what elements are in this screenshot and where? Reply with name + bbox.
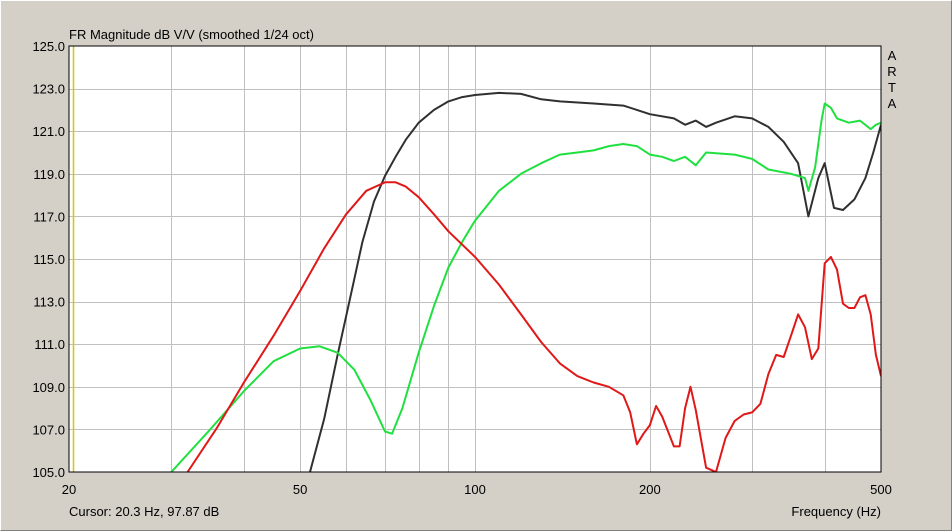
chart-title: FR Magnitude dB V/V (smoothed 1/24 oct) — [69, 27, 314, 42]
watermark-letter: T — [888, 80, 896, 95]
y-tick-label: 121.0 — [32, 124, 65, 139]
y-tick-label: 113.0 — [33, 295, 65, 310]
plot-border — [68, 45, 882, 473]
x-tick-label: 200 — [639, 482, 661, 497]
y-tick-labels: 125.0 123.0 121.0 119.0 117.0 115.0 113.0 111.0… — [32, 39, 65, 480]
x-tick-labels: 20 50 100 200 500 — [62, 482, 892, 497]
cursor-readout: Cursor: 20.3 Hz, 97.87 dB — [69, 504, 219, 519]
watermark-letter: R — [887, 64, 896, 79]
y-tick-label: 119.0 — [33, 167, 65, 182]
series-line-3[interactable] — [186, 181, 881, 472]
y-tick-label: 117.0 — [33, 209, 65, 224]
x-tick-label: 20 — [62, 482, 76, 497]
y-tick-label: 107.0 — [32, 422, 65, 437]
y-tick-label: 125.0 — [32, 39, 65, 54]
watermark-letter: A — [888, 48, 897, 63]
y-tick-label: 115.0 — [33, 252, 65, 267]
x-tick-label: 50 — [293, 482, 307, 497]
series-layer — [170, 91, 881, 473]
y-tick-label: 109.0 — [32, 380, 65, 395]
series-line-2[interactable] — [170, 102, 881, 473]
x-tick-label: 500 — [870, 482, 892, 497]
y-tick-label: 123.0 — [32, 82, 65, 97]
y-tick-label: 105.0 — [32, 465, 65, 480]
series-line-1[interactable] — [309, 91, 881, 472]
x-axis-label: Frequency (Hz) — [791, 504, 881, 519]
grid-lines — [69, 46, 881, 472]
y-tick-label: 111.0 — [34, 337, 65, 352]
x-tick-label: 100 — [464, 482, 486, 497]
watermark-letter: A — [888, 96, 897, 111]
